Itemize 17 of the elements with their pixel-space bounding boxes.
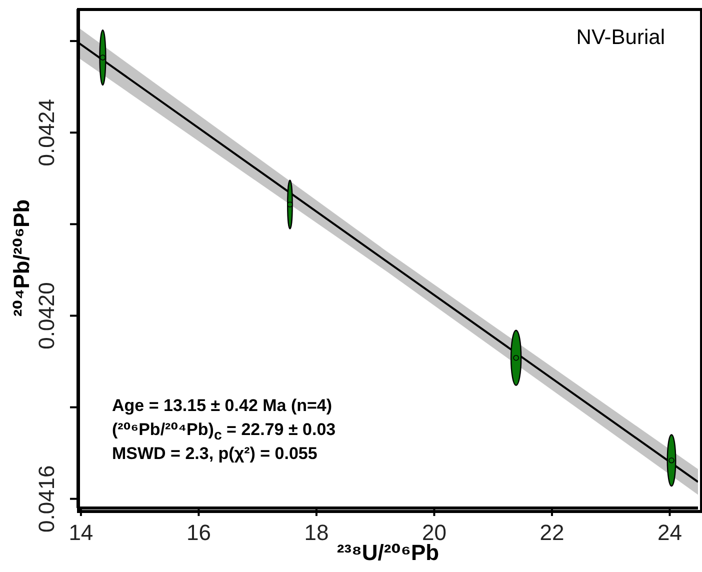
y-tick-label: 0.0424 xyxy=(34,98,59,166)
annotation: MSWD = 2.3, p(χ²) = 0.055 xyxy=(112,444,318,464)
x-tick-label: 14 xyxy=(68,520,94,545)
point xyxy=(100,54,106,60)
y-tick-label: 0.0416 xyxy=(34,465,59,532)
point xyxy=(668,457,674,464)
y-tick-label: 0.0420 xyxy=(34,282,59,350)
x-tick-label: 16 xyxy=(186,520,211,545)
annotation: NV-Burial xyxy=(576,26,665,50)
point xyxy=(287,202,293,208)
y-axis-title: ²⁰⁴Pb/²⁰⁶Pb xyxy=(9,198,35,318)
x-tick-label: 24 xyxy=(657,520,682,545)
point xyxy=(513,354,519,361)
annotation: Age = 13.15 ± 0.42 Ma (n=4) xyxy=(112,396,332,416)
annotation: (²⁰⁶Pb/²⁰⁴Pb)$_{c}$ = 22.79 ± 0.03 xyxy=(112,420,336,444)
x-tick-label: 18 xyxy=(304,520,329,545)
x-tick-label: 22 xyxy=(540,520,564,545)
